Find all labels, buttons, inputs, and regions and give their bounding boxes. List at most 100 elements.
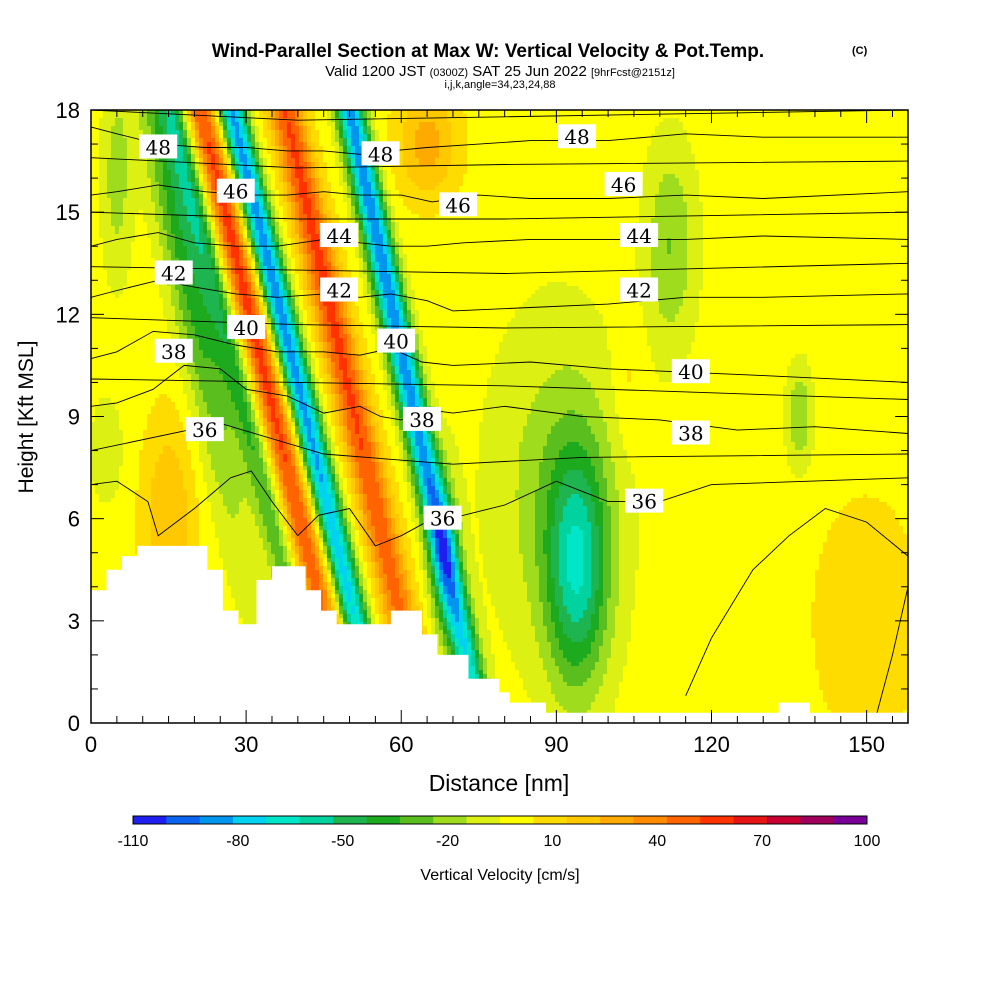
w-cell <box>175 118 180 123</box>
w-cell <box>571 118 576 123</box>
w-cell <box>207 118 212 123</box>
w-cell <box>259 122 264 127</box>
w-cell <box>675 118 680 123</box>
w-cell <box>115 122 120 127</box>
w-cell <box>691 122 696 127</box>
w-cell <box>643 118 648 123</box>
w-cell <box>375 130 380 135</box>
w-cell <box>319 126 324 131</box>
w-cell <box>875 118 880 123</box>
w-cell <box>759 122 764 127</box>
w-cell <box>887 126 892 131</box>
w-cell <box>479 126 484 131</box>
w-cell <box>679 114 684 119</box>
w-cell <box>683 118 688 123</box>
w-cell <box>347 118 352 123</box>
w-cell <box>487 122 492 127</box>
w-cell <box>299 130 304 135</box>
w-cell <box>423 126 428 131</box>
w-cell <box>275 114 280 119</box>
w-cell <box>515 118 520 123</box>
w-cell <box>755 122 760 127</box>
w-cell <box>171 114 176 119</box>
w-cell <box>559 118 564 123</box>
w-cell <box>891 126 896 131</box>
w-cell <box>139 126 144 131</box>
w-cell <box>195 126 200 131</box>
w-cell <box>471 114 476 119</box>
w-cell <box>147 122 152 127</box>
w-cell <box>627 118 632 123</box>
w-cell <box>183 118 188 123</box>
w-cell <box>379 130 384 135</box>
w-cell <box>143 114 148 119</box>
w-cell <box>651 126 656 131</box>
w-cell <box>843 122 848 127</box>
w-cell <box>595 114 600 119</box>
w-cell <box>323 122 328 127</box>
w-cell <box>215 122 220 127</box>
w-cell <box>279 122 284 127</box>
w-cell <box>783 118 788 123</box>
w-cell <box>159 126 164 131</box>
w-cell <box>743 114 748 119</box>
w-cell <box>607 118 612 123</box>
w-cell <box>499 114 504 119</box>
w-cell <box>387 114 392 119</box>
w-cell <box>655 122 660 127</box>
w-cell <box>119 114 124 119</box>
w-cell <box>155 122 160 127</box>
w-cell <box>795 118 800 123</box>
w-cell <box>291 130 296 135</box>
w-cell <box>207 130 212 135</box>
w-cell <box>715 122 720 127</box>
w-cell <box>895 114 900 119</box>
w-cell <box>115 126 120 131</box>
w-cell <box>807 126 812 131</box>
w-cell <box>471 118 476 123</box>
w-cell <box>127 122 132 127</box>
w-cell <box>455 126 460 131</box>
w-cell <box>343 126 348 131</box>
w-cell <box>251 126 256 131</box>
w-cell <box>335 122 340 127</box>
w-cell <box>359 130 364 135</box>
w-cell <box>271 126 276 131</box>
w-cell <box>239 118 244 123</box>
w-cell <box>695 122 700 127</box>
w-cell <box>275 122 280 127</box>
chart-title: Wind-Parallel Section at Max W: Vertical… <box>212 41 764 62</box>
w-cell <box>551 122 556 127</box>
w-cell <box>363 130 368 135</box>
w-cell <box>747 118 752 123</box>
w-cell <box>879 118 884 123</box>
w-cell <box>799 114 804 119</box>
w-cell <box>891 114 896 119</box>
w-cell <box>407 130 412 135</box>
w-cell <box>647 122 652 127</box>
w-cell <box>895 126 900 131</box>
w-cell <box>311 114 316 119</box>
w-cell <box>711 126 716 131</box>
w-cell <box>427 118 432 123</box>
w-cell <box>659 118 664 123</box>
w-cell <box>883 118 888 123</box>
w-cell <box>463 122 468 127</box>
w-cell <box>351 126 356 131</box>
w-cell <box>131 122 136 127</box>
w-cell <box>815 122 820 127</box>
w-cell <box>327 130 332 135</box>
w-cell <box>667 122 672 127</box>
w-cell <box>367 122 372 127</box>
w-cell <box>379 114 384 119</box>
w-cell <box>251 118 256 123</box>
w-cell <box>267 126 272 131</box>
w-cell <box>235 130 240 135</box>
w-cell <box>499 122 504 127</box>
w-cell <box>159 114 164 119</box>
w-cell <box>635 126 640 131</box>
w-cell <box>855 122 860 127</box>
w-cell <box>491 126 496 131</box>
w-cell <box>707 114 712 119</box>
w-cell <box>327 126 332 131</box>
